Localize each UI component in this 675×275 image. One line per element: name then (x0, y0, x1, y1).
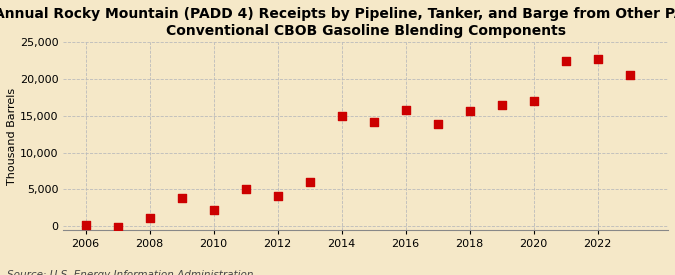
Point (336, 114, 347, 118)
Point (144, 216, 155, 221)
Point (624, 72, 635, 77)
Title: Annual Rocky Mountain (PADD 4) Receipts by Pipeline, Tanker, and Barge from Othe: Annual Rocky Mountain (PADD 4) Receipts … (0, 7, 675, 38)
Y-axis label: Thousand Barrels: Thousand Barrels (7, 87, 17, 185)
Point (80, 222, 91, 227)
Point (529, 99, 539, 103)
Point (176, 196, 187, 200)
Point (272, 194, 283, 198)
Point (240, 187, 251, 191)
Point (400, 108, 411, 112)
Point (592, 57, 603, 61)
Point (112, 225, 123, 229)
Point (496, 103, 507, 107)
Point (560, 58, 571, 63)
Point (369, 119, 379, 124)
Point (464, 109, 475, 114)
Text: Source: U.S. Energy Information Administration: Source: U.S. Energy Information Administ… (7, 271, 253, 275)
Point (304, 180, 315, 184)
Point (432, 122, 443, 126)
Point (208, 208, 219, 212)
